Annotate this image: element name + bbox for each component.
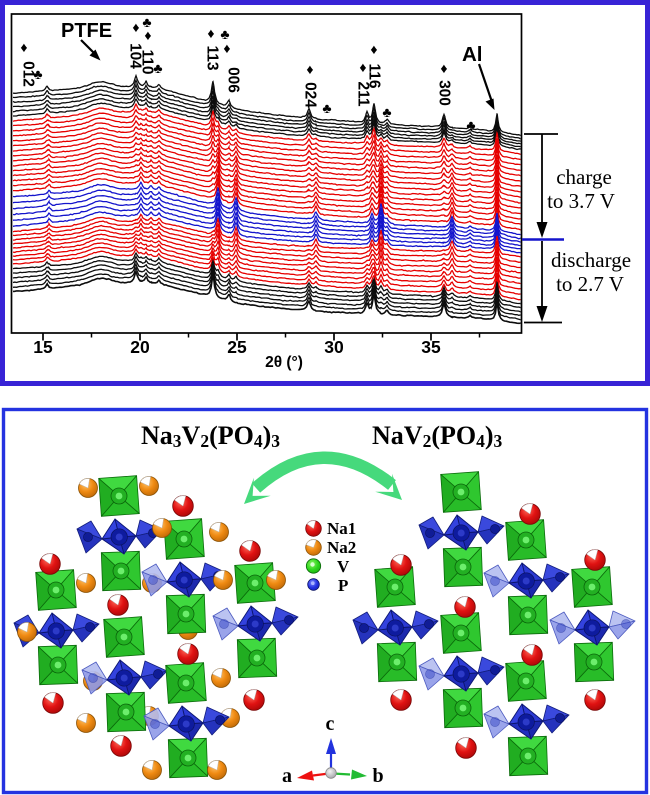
svg-text:♦: ♦ [144, 27, 151, 43]
svg-text:300: 300 [436, 80, 453, 106]
svg-text:♣: ♣ [466, 117, 475, 133]
svg-text:c: c [326, 713, 335, 735]
svg-text:Al: Al [462, 43, 483, 66]
svg-text:30: 30 [324, 337, 344, 357]
svg-text:15: 15 [33, 337, 53, 357]
svg-text:♣: ♣ [382, 104, 391, 120]
svg-text:♣: ♣ [153, 60, 162, 76]
svg-text:116: 116 [366, 63, 383, 88]
svg-text:Na1: Na1 [327, 519, 356, 538]
svg-text:♦: ♦ [223, 40, 230, 56]
svg-text:2θ (°): 2θ (°) [265, 354, 303, 371]
svg-text:PTFE: PTFE [61, 20, 112, 42]
svg-text:♦: ♦ [306, 61, 313, 77]
svg-text:charge: charge [556, 165, 612, 189]
svg-text:006: 006 [225, 67, 242, 93]
svg-text:b: b [372, 765, 383, 787]
svg-text:Na2: Na2 [327, 538, 356, 557]
svg-text:20: 20 [130, 337, 150, 357]
svg-text:012: 012 [20, 61, 37, 87]
svg-text:♦: ♦ [207, 25, 214, 41]
svg-text:024: 024 [302, 82, 319, 108]
svg-text:to 2.7 V: to 2.7 V [556, 272, 624, 296]
svg-text:♦: ♦ [20, 39, 27, 55]
svg-text:to 3.7 V: to 3.7 V [547, 189, 615, 213]
svg-text:♣: ♣ [322, 100, 331, 116]
svg-text:♣: ♣ [220, 26, 229, 42]
svg-text:♦: ♦ [359, 59, 366, 75]
svg-text:♣: ♣ [142, 14, 151, 30]
svg-text:discharge: discharge [551, 248, 631, 272]
svg-text:35: 35 [421, 337, 441, 357]
svg-text:P: P [338, 576, 348, 595]
svg-text:113: 113 [204, 45, 221, 70]
svg-text:V: V [337, 557, 350, 576]
svg-text:a: a [282, 765, 292, 787]
svg-text:211: 211 [355, 81, 372, 106]
svg-text:♦: ♦ [440, 60, 447, 76]
svg-text:104: 104 [127, 43, 144, 69]
svg-text:♣: ♣ [33, 66, 42, 82]
svg-text:25: 25 [227, 337, 247, 357]
svg-text:110: 110 [139, 49, 156, 74]
svg-text:♦: ♦ [132, 19, 139, 35]
svg-text:♦: ♦ [370, 41, 377, 57]
